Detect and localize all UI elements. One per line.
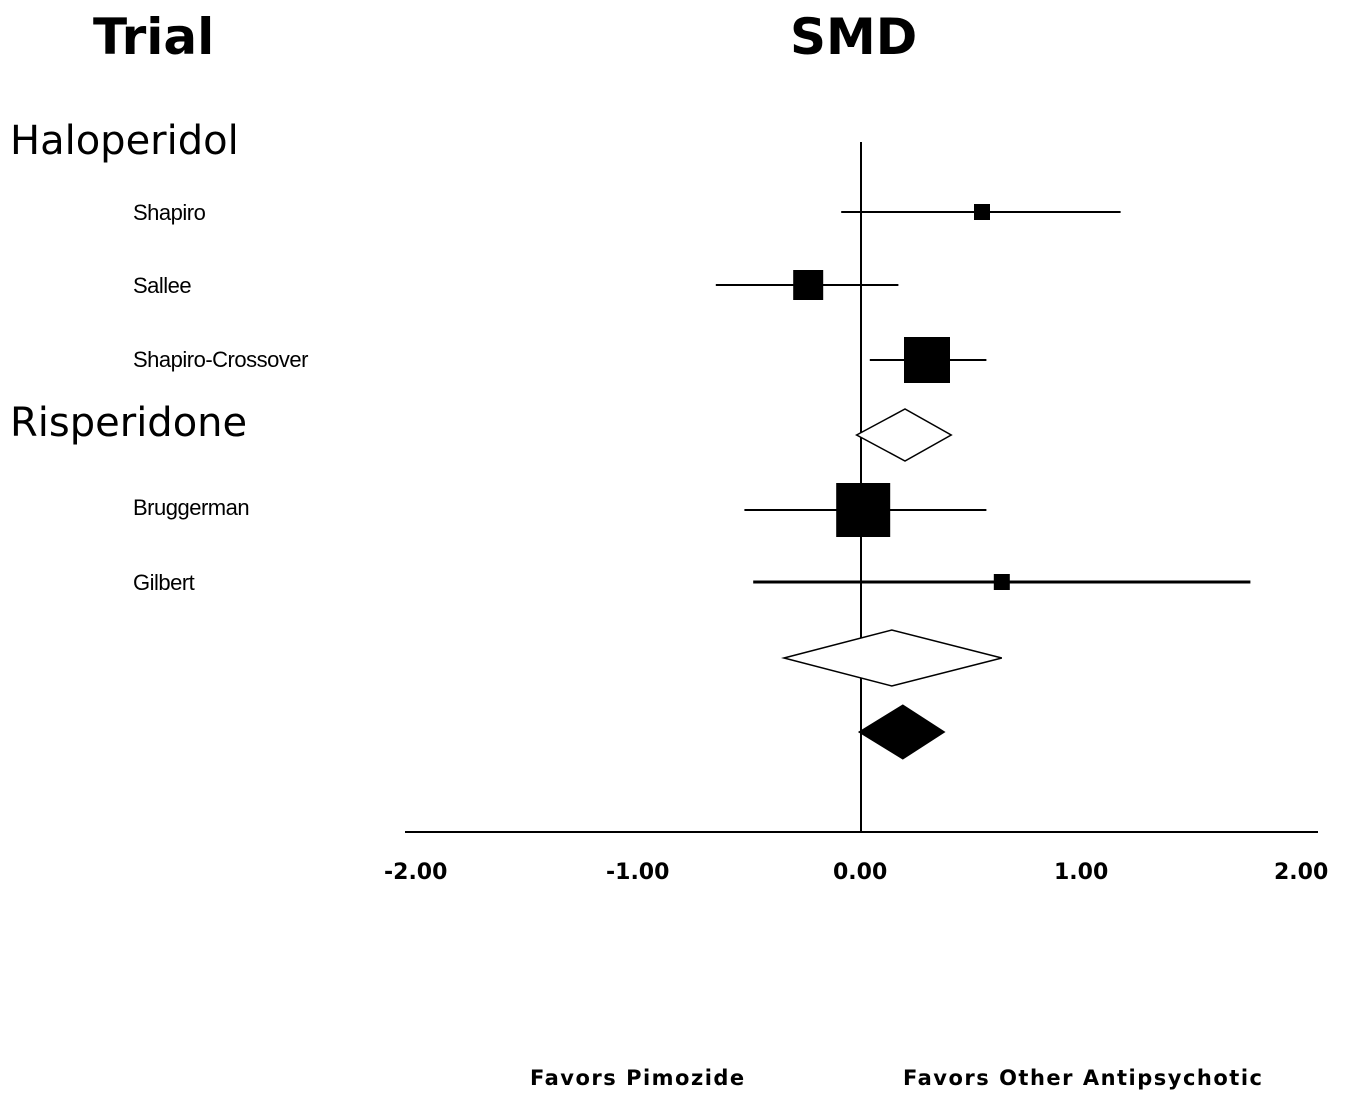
point-estimate-square — [974, 204, 990, 220]
x-tick-label: 1.00 — [1054, 860, 1109, 885]
x-tick-label: -2.00 — [384, 860, 448, 885]
favors-right-label: Favors Other Antipsychotic — [903, 1066, 1264, 1090]
trial-label-gilbert: Gilbert — [133, 570, 195, 595]
point-estimate-square — [836, 483, 891, 537]
overall-diamond — [857, 704, 946, 760]
point-estimate-square — [793, 270, 824, 300]
group-label-haloperidol: Haloperidol — [10, 118, 239, 164]
subtotal-diamond — [781, 629, 1002, 687]
trial-column-title: Trial — [93, 8, 215, 66]
subtotal-diamond — [855, 408, 953, 462]
point-estimate-square — [993, 574, 1010, 590]
x-tick-label: 2.00 — [1274, 860, 1329, 885]
trial-label-shapiro: Shapiro — [133, 200, 206, 225]
x-tick-label: 0.00 — [833, 860, 888, 885]
trial-label-sallee: Sallee — [133, 273, 192, 298]
smd-column-title: SMD — [790, 8, 918, 66]
group-label-risperidone: Risperidone — [10, 400, 248, 446]
trial-label-bruggerman: Bruggerman — [133, 495, 250, 520]
x-tick-label: -1.00 — [606, 860, 670, 885]
point-estimate-square — [904, 337, 950, 383]
favors-left-label: Favors Pimozide — [530, 1066, 746, 1090]
trial-label-shapiro-crossover: Shapiro-Crossover — [133, 347, 308, 372]
